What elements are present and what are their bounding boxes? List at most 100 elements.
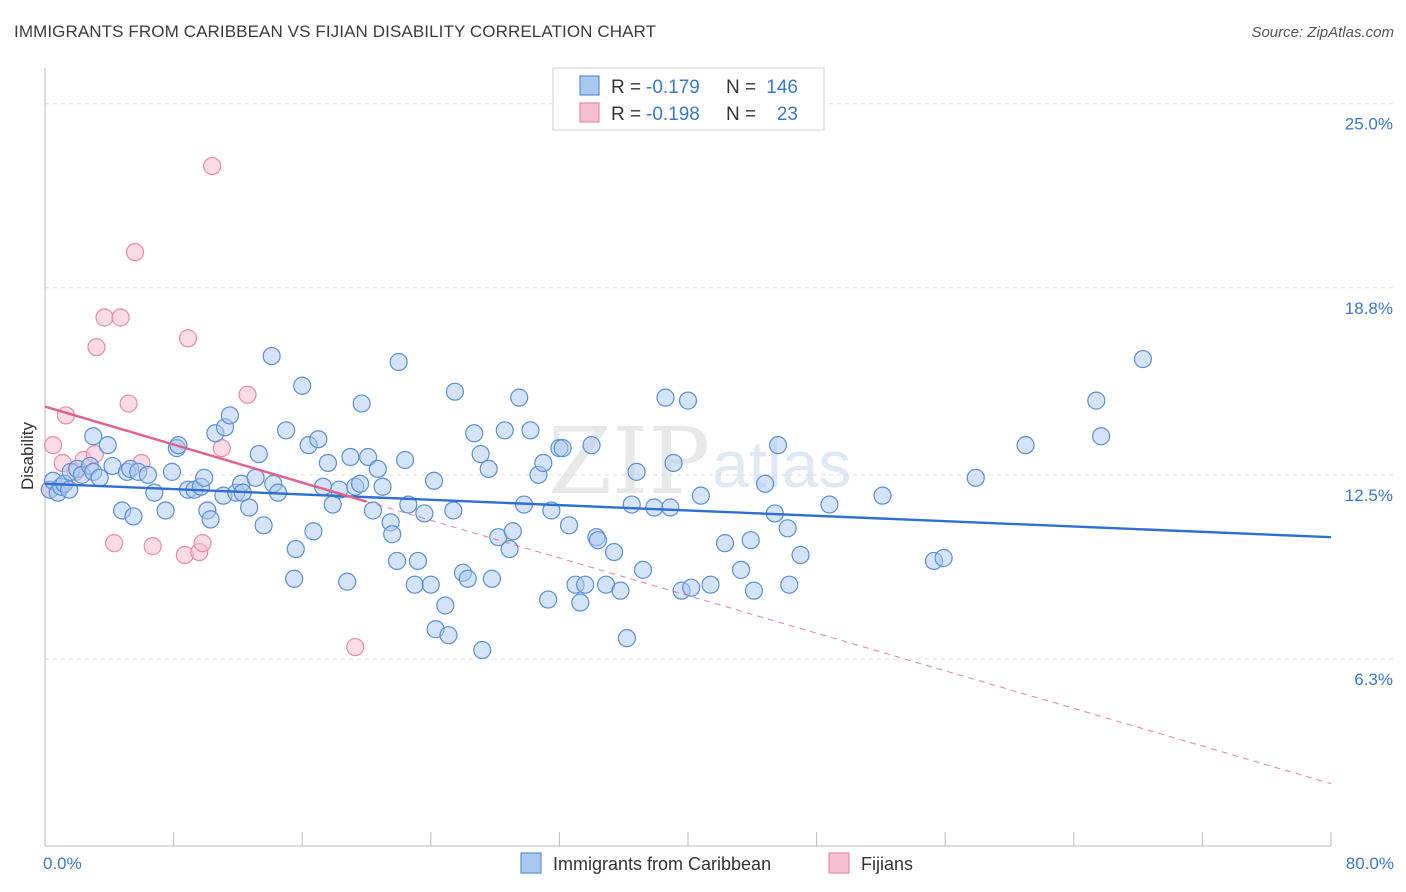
caribbean-point xyxy=(715,534,735,553)
fijians-point xyxy=(178,329,198,348)
series-fijians-points xyxy=(40,156,365,657)
legend-swatch-fijians xyxy=(579,102,600,123)
caribbean-point xyxy=(465,424,484,443)
caribbean-point xyxy=(510,388,529,407)
caribbean-point xyxy=(678,391,698,410)
caribbean-point xyxy=(318,453,338,473)
legend-r-label-2: R = xyxy=(611,104,641,125)
caribbean-point xyxy=(458,569,477,588)
caribbean-point xyxy=(352,394,371,413)
caribbean-point xyxy=(368,459,387,479)
y-tick-label: 18.8% xyxy=(1345,299,1393,318)
legend-n-value-1: 146 xyxy=(766,77,798,98)
caribbean-point xyxy=(309,430,328,449)
caribbean-point xyxy=(934,548,953,568)
caribbean-point xyxy=(731,560,751,579)
caribbean-point xyxy=(656,388,675,407)
caribbean-point xyxy=(521,421,540,440)
y-tick-label: 6.3% xyxy=(1354,670,1393,689)
caribbean-point xyxy=(389,352,408,372)
fijians-trend-line xyxy=(44,405,367,503)
chart-title: IMMIGRANTS FROM CARIBBEAN VS FIJIAN DISA… xyxy=(14,22,657,41)
caribbean-point xyxy=(145,483,164,502)
chart-source: Source: ZipAtlas.com xyxy=(1251,24,1394,41)
fijians-point xyxy=(143,537,162,556)
caribbean-point xyxy=(408,551,428,571)
caribbean-point xyxy=(359,447,378,467)
caribbean-point xyxy=(383,525,402,544)
caribbean-point xyxy=(582,436,601,455)
caribbean-point xyxy=(622,495,641,514)
caribbean-point xyxy=(220,406,239,425)
fijians-point xyxy=(203,156,222,176)
caribbean-point xyxy=(195,468,214,487)
caribbean-point xyxy=(246,468,265,487)
fijians-point xyxy=(193,534,212,553)
caribbean-point xyxy=(363,501,383,520)
trend-lines xyxy=(44,405,1332,785)
caribbean-point xyxy=(424,471,444,490)
fijians-point xyxy=(119,394,138,413)
caribbean-point xyxy=(421,575,440,594)
caribbean-point xyxy=(576,575,595,594)
legend-n-value-2: 23 xyxy=(777,104,798,125)
caribbean-point xyxy=(240,498,259,517)
fijians-point xyxy=(111,308,130,327)
legend: R = -0.179 N = 146 R = -0.198 N = 23 xyxy=(552,67,825,131)
legend-n-label-1: N = xyxy=(726,77,756,98)
caribbean-point xyxy=(966,468,985,487)
caribbean-point xyxy=(124,507,143,526)
caribbean-point xyxy=(162,462,182,481)
caribbean-point xyxy=(341,447,360,467)
fijians-point xyxy=(238,385,257,404)
x-tick-label-right: 80.0% xyxy=(1346,854,1394,873)
caribbean-point xyxy=(1016,436,1035,455)
caribbean-point xyxy=(262,346,281,366)
fijians-point xyxy=(125,243,145,262)
fijians-trend-extension xyxy=(366,501,1332,785)
caribbean-point xyxy=(571,593,590,612)
caribbean-point xyxy=(350,474,370,493)
x-tick-label-left: 0.0% xyxy=(43,854,82,873)
caribbean-point xyxy=(479,459,498,479)
legend-r-value-2: -0.198 xyxy=(646,104,700,125)
caribbean-point xyxy=(873,486,892,505)
bottom-legend-swatch-caribbean xyxy=(520,852,542,874)
caribbean-point xyxy=(701,575,720,594)
y-tick-label: 12.5% xyxy=(1345,486,1393,505)
caribbean-point xyxy=(1092,427,1111,446)
caribbean-point xyxy=(399,495,418,514)
caribbean-point xyxy=(201,510,220,529)
bottom-legend-swatch-fijians xyxy=(828,852,850,874)
caribbean-point xyxy=(627,462,646,481)
caribbean-point xyxy=(405,575,424,594)
caribbean-point xyxy=(482,569,501,588)
caribbean-point xyxy=(285,569,304,588)
fijians-point xyxy=(346,637,365,657)
caribbean-point xyxy=(1133,349,1153,369)
caribbean-point xyxy=(691,486,710,505)
caribbean-point xyxy=(664,453,683,473)
caribbean-point xyxy=(495,421,514,440)
caribbean-point xyxy=(138,465,157,484)
caribbean-point xyxy=(387,551,407,571)
caribbean-point xyxy=(744,581,764,600)
caribbean-point xyxy=(791,545,810,565)
bottom-legend-label-caribbean: Immigrants from Caribbean xyxy=(553,854,771,874)
legend-r-value-1: -0.179 xyxy=(646,77,700,98)
fijians-point xyxy=(43,436,63,455)
caribbean-point xyxy=(780,575,799,594)
caribbean-point xyxy=(90,468,109,487)
caribbean-point xyxy=(249,444,268,464)
caribbean-point xyxy=(617,629,637,648)
legend-r-label-1: R = xyxy=(611,77,641,98)
caribbean-point xyxy=(661,498,680,517)
caribbean-point xyxy=(436,596,455,615)
grid-lines xyxy=(45,103,1394,660)
caribbean-point xyxy=(373,477,392,496)
caribbean-point xyxy=(254,516,273,535)
caribbean-point xyxy=(645,498,664,517)
caribbean-point xyxy=(682,578,701,597)
caribbean-point xyxy=(84,427,103,446)
y-tick-labels: 6.3% 12.5% 18.8% 25.0% xyxy=(1345,115,1393,689)
